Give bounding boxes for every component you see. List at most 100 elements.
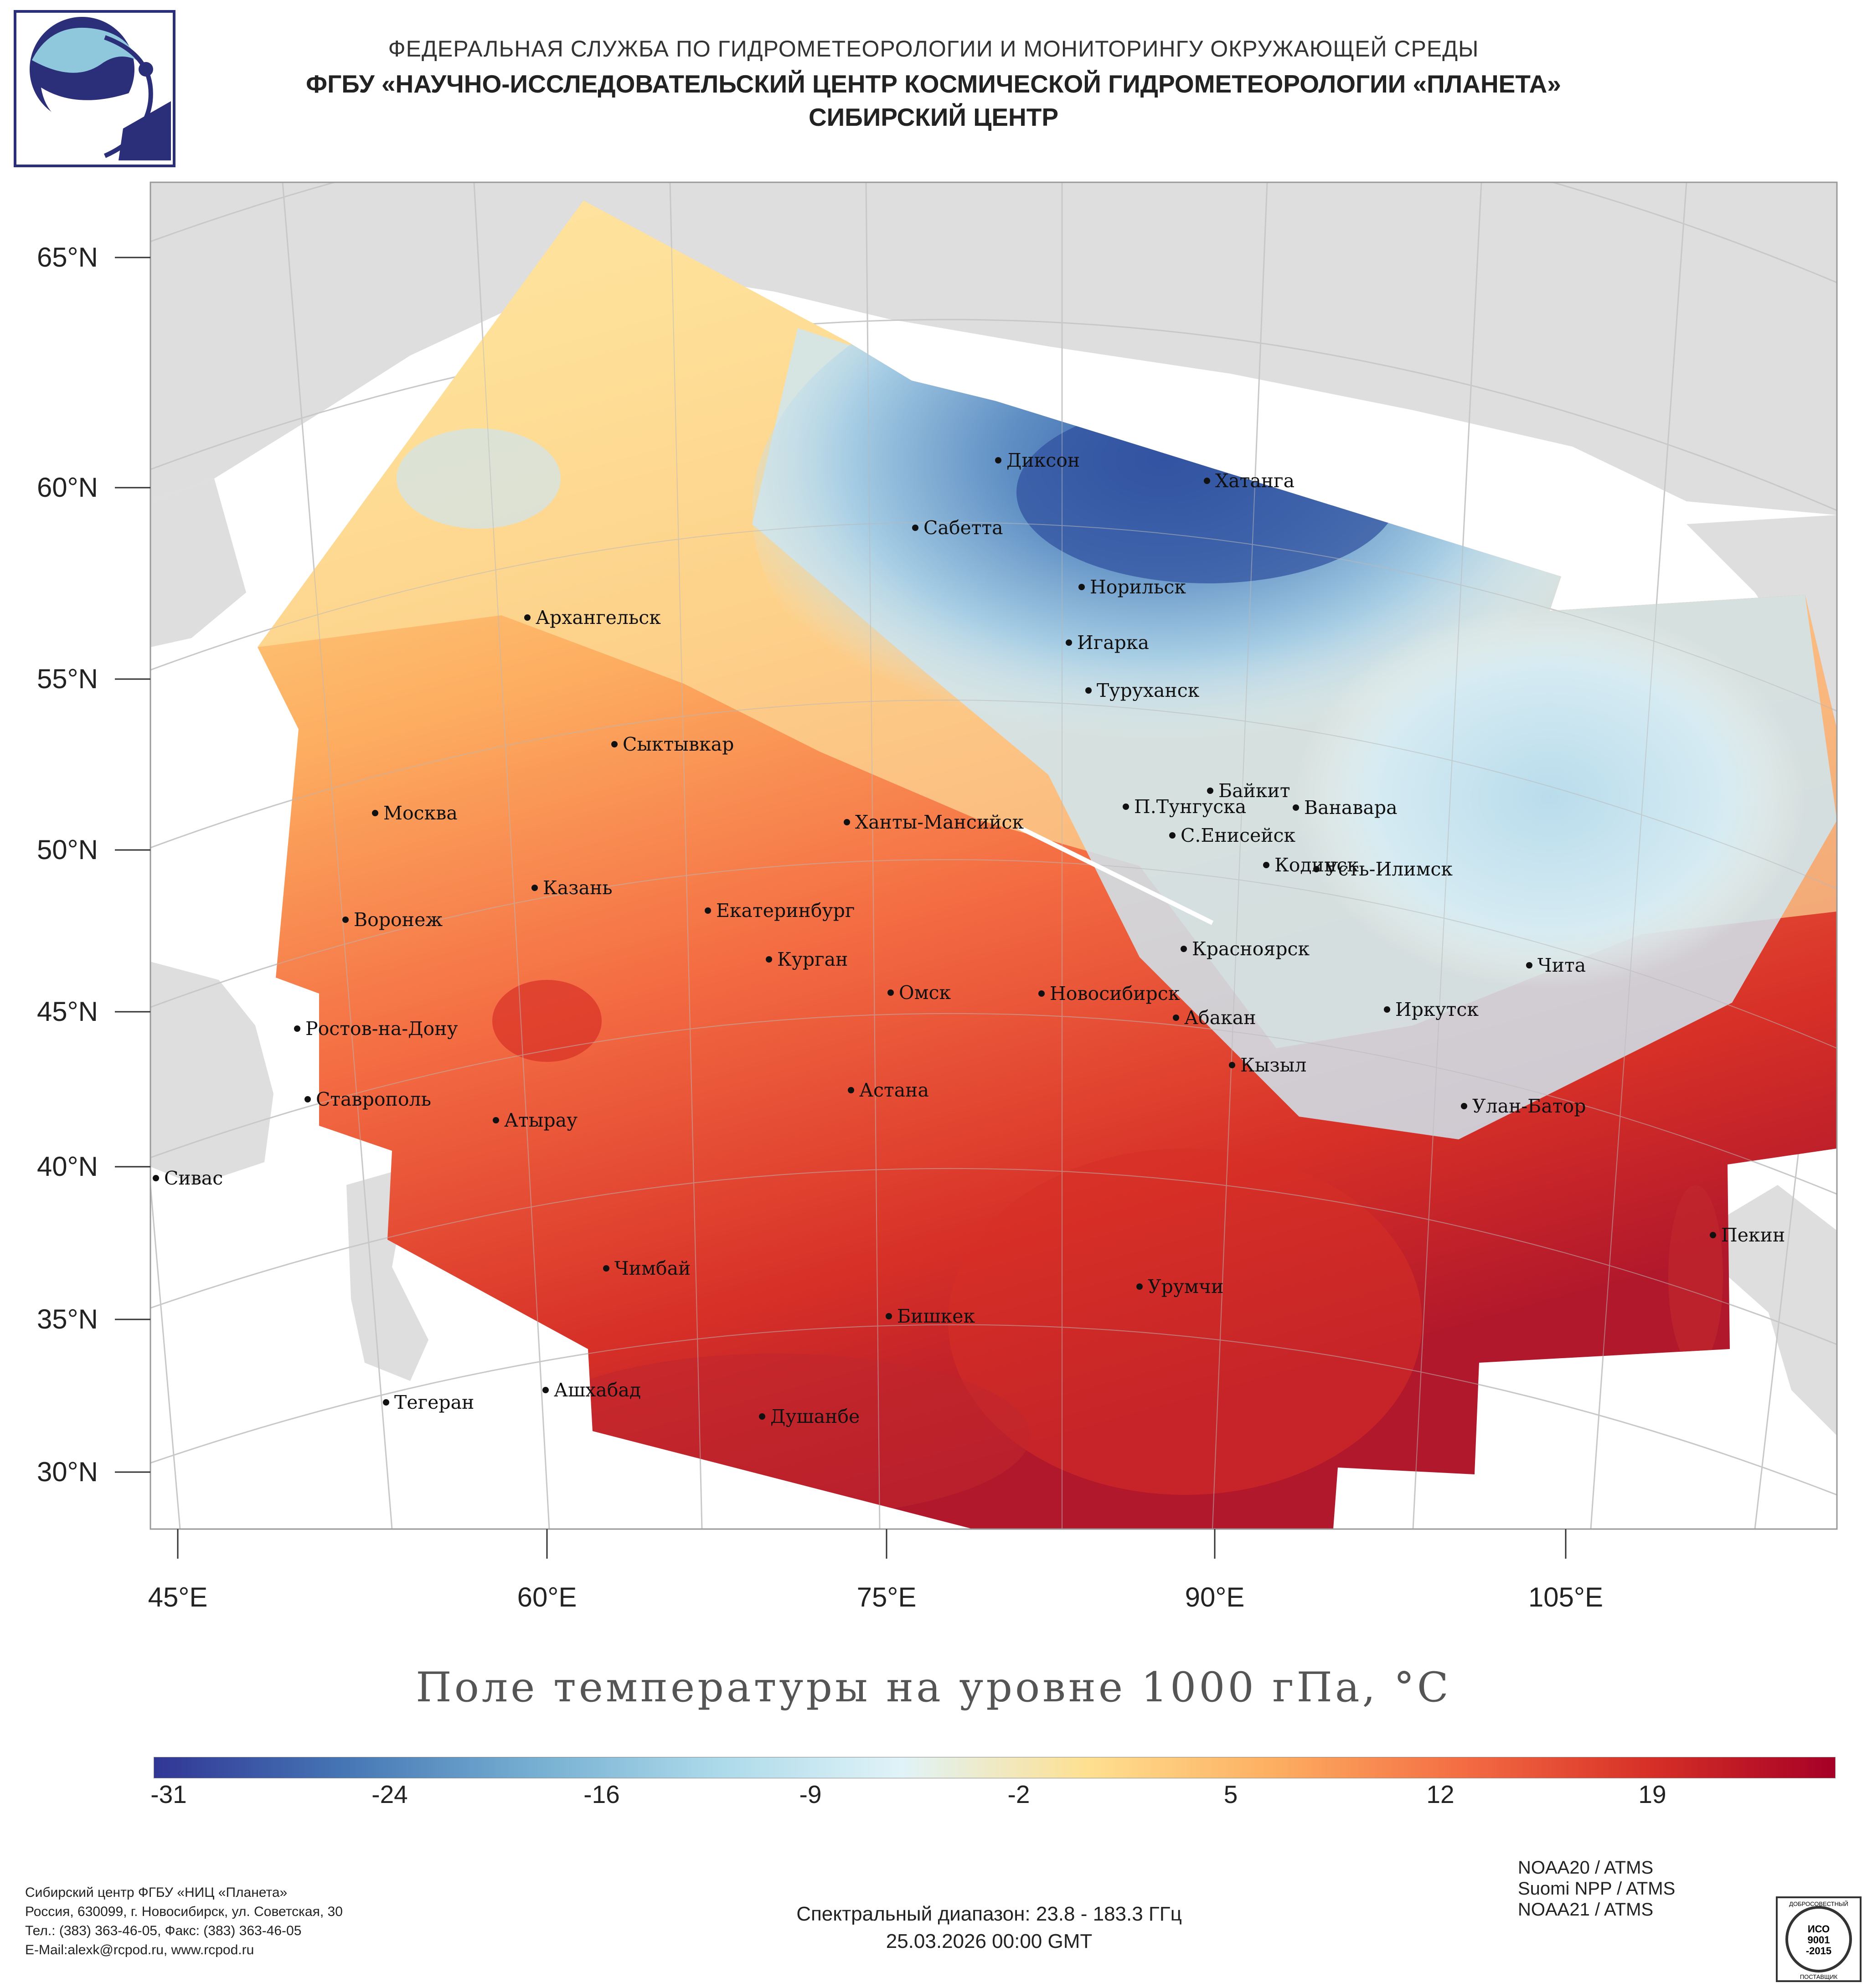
svg-text:Курган: Курган bbox=[777, 948, 848, 970]
colorbar-tick: -31 bbox=[150, 1780, 187, 1808]
colorbar-tick: 5 bbox=[1223, 1780, 1238, 1808]
svg-text:Казань: Казань bbox=[543, 877, 613, 899]
colorbar-tick: 12 bbox=[1426, 1780, 1454, 1808]
header-agency: ФЕДЕРАЛЬНАЯ СЛУЖБА ПО ГИДРОМЕТЕОРОЛОГИИ … bbox=[388, 36, 1479, 62]
city-marker: Хатанга bbox=[1204, 470, 1295, 492]
svg-text:Ханты-Мансийск: Ханты-Мансийск bbox=[855, 811, 1024, 833]
svg-text:С.Енисейск: С.Енисейск bbox=[1181, 824, 1296, 846]
colorbar-tick: -2 bbox=[1007, 1780, 1030, 1808]
city-marker: Душанбе bbox=[759, 1406, 860, 1427]
city-marker: Екатеринбург bbox=[705, 900, 855, 922]
city-marker: Улан-Батор bbox=[1461, 1095, 1586, 1117]
svg-text:Атырау: Атырау bbox=[504, 1109, 578, 1131]
city-marker: Атырау bbox=[493, 1109, 578, 1131]
observation-time: 25.03.2026 00:00 GMT bbox=[886, 1930, 1093, 1952]
svg-text:Хатанга: Хатанга bbox=[1215, 470, 1295, 492]
svg-text:Усть-Илимск: Усть-Илимск bbox=[1325, 858, 1453, 880]
city-marker: Омск bbox=[887, 982, 951, 1004]
colorbar-tick: -24 bbox=[371, 1780, 408, 1808]
svg-text:Астана: Астана bbox=[859, 1079, 929, 1101]
lat-label: 60°N bbox=[37, 472, 98, 503]
spectral-range: Спектральный диапазон: 23.8 - 183.3 ГГц bbox=[796, 1903, 1182, 1925]
lat-label: 55°N bbox=[37, 664, 98, 694]
city-marker: Казань bbox=[531, 877, 613, 899]
lon-label: 60°E bbox=[517, 1582, 577, 1612]
city-marker: П.Тунгуска bbox=[1123, 796, 1246, 818]
svg-text:Урумчи: Урумчи bbox=[1148, 1276, 1223, 1298]
lat-label: 40°N bbox=[37, 1151, 98, 1182]
svg-text:Сабетта: Сабетта bbox=[923, 517, 1003, 539]
city-marker: Урумчи bbox=[1136, 1276, 1223, 1298]
svg-text:Воронеж: Воронеж bbox=[354, 909, 443, 931]
lat-label: 45°N bbox=[37, 996, 98, 1027]
lon-label: 75°E bbox=[857, 1582, 917, 1612]
city-marker: Иркутск bbox=[1384, 999, 1479, 1020]
map-title: Поле температуры на уровне 1000 гПа, °С bbox=[416, 1664, 1451, 1711]
city-marker: Курган bbox=[766, 948, 848, 970]
city-marker: Ванавара bbox=[1293, 797, 1398, 819]
longitude-axis: 45°E 60°E 75°E 90°E 105°E bbox=[148, 1529, 1603, 1612]
svg-text:Абакан: Абакан bbox=[1184, 1007, 1256, 1029]
footer-address: Россия, 630099, г. Новосибирск, ул. Сове… bbox=[25, 1904, 343, 1919]
svg-text:Кодинск: Кодинск bbox=[1274, 854, 1359, 876]
city-marker: Туруханск bbox=[1085, 680, 1200, 701]
footer-spectral: Спектральный диапазон: 23.8 - 183.3 ГГц … bbox=[693, 1900, 1285, 1955]
city-marker: Байкит bbox=[1207, 780, 1290, 802]
svg-text:Архангельск: Архангельск bbox=[536, 607, 661, 628]
city-marker: Абакан bbox=[1173, 1007, 1256, 1029]
lon-label: 90°E bbox=[1185, 1582, 1245, 1612]
satellite-instrument: NOAA21 / ATMS bbox=[1518, 1900, 1654, 1920]
header-center: СИБИРСКИЙ ЦЕНТР bbox=[808, 103, 1059, 131]
city-marker: С.Енисейск bbox=[1169, 824, 1296, 846]
city-marker: Диксон bbox=[995, 449, 1080, 471]
lat-label: 65°N bbox=[37, 242, 98, 273]
svg-text:П.Тунгуска: П.Тунгуска bbox=[1134, 796, 1246, 818]
footer-satellites: NOAA20 / ATMS Suomi NPP / ATMS NOAA21 / … bbox=[1518, 1857, 1675, 1920]
svg-text:Туруханск: Туруханск bbox=[1097, 680, 1200, 701]
lat-label: 50°N bbox=[37, 834, 98, 865]
city-marker: Сыктывкар bbox=[611, 733, 734, 755]
svg-text:Красноярск: Красноярск bbox=[1192, 938, 1310, 960]
city-marker: Москва bbox=[372, 802, 458, 824]
colorbar-tick: 19 bbox=[1638, 1780, 1666, 1808]
svg-text:Байкит: Байкит bbox=[1218, 780, 1290, 802]
svg-text:Новосибирск: Новосибирск bbox=[1050, 983, 1180, 1004]
svg-text:Улан-Батор: Улан-Батор bbox=[1472, 1095, 1586, 1117]
city-marker: Архангельск bbox=[524, 607, 661, 628]
city-marker: Пекин bbox=[1710, 1224, 1785, 1246]
city-marker: Бишкек bbox=[886, 1305, 975, 1327]
iso-certificate-badge: ДОБРОСОВЕСТНЫЙ ИСО 9001 -2015 ПОСТАВЩИК bbox=[1776, 1896, 1862, 1982]
colorbar-tick: -9 bbox=[799, 1780, 822, 1808]
svg-text:Кызыл: Кызыл bbox=[1240, 1054, 1306, 1076]
latitude-axis: 65°N 60°N 55°N 50°N 45°N 40°N 35°N 30°N bbox=[37, 242, 150, 1487]
city-marker: Сивас bbox=[153, 1167, 223, 1189]
city-marker: Чита bbox=[1526, 954, 1586, 976]
city-marker: Красноярск bbox=[1181, 938, 1310, 960]
svg-text:Тегеран: Тегеран bbox=[394, 1391, 474, 1413]
svg-text:9001: 9001 bbox=[1808, 1934, 1830, 1946]
svg-text:Диксон: Диксон bbox=[1006, 449, 1080, 471]
colorbar-tick: -16 bbox=[583, 1780, 620, 1808]
city-marker: Чимбай bbox=[603, 1257, 691, 1279]
svg-text:ДОБРОСОВЕСТНЫЙ: ДОБРОСОВЕСТНЫЙ bbox=[1789, 1900, 1848, 1907]
svg-text:Норильск: Норильск bbox=[1090, 576, 1186, 598]
svg-text:Омск: Омск bbox=[899, 982, 951, 1004]
colorbar bbox=[154, 1757, 1836, 1778]
svg-text:Ставрополь: Ставрополь bbox=[316, 1088, 431, 1110]
satellite-instrument: NOAA20 / ATMS bbox=[1518, 1858, 1654, 1878]
city-marker: Ашхабад bbox=[542, 1379, 641, 1401]
city-marker: Воронеж bbox=[342, 909, 443, 931]
lat-label: 30°N bbox=[37, 1457, 98, 1487]
svg-text:Сыктывкар: Сыктывкар bbox=[623, 733, 734, 755]
svg-text:ПОСТАВЩИК: ПОСТАВЩИК bbox=[1800, 1973, 1838, 1980]
city-marker: Ханты-Мансийск bbox=[844, 811, 1024, 833]
svg-text:Игарка: Игарка bbox=[1077, 632, 1149, 654]
city-marker: Ставрополь bbox=[304, 1088, 431, 1110]
svg-text:Екатеринбург: Екатеринбург bbox=[716, 900, 855, 922]
city-markers: Диксон Хатанга Сабетта Норильск Игарка А… bbox=[153, 449, 1785, 1427]
svg-text:Ашхабад: Ашхабад bbox=[554, 1379, 641, 1401]
city-marker: Новосибирск bbox=[1038, 983, 1180, 1004]
footer-contacts: Сибирский центр ФГБУ «НИЦ «Планета» Росс… bbox=[25, 1883, 343, 1960]
footer-email: E-Mail:alexk@rcpod.ru, www.rcpod.ru bbox=[25, 1942, 254, 1957]
